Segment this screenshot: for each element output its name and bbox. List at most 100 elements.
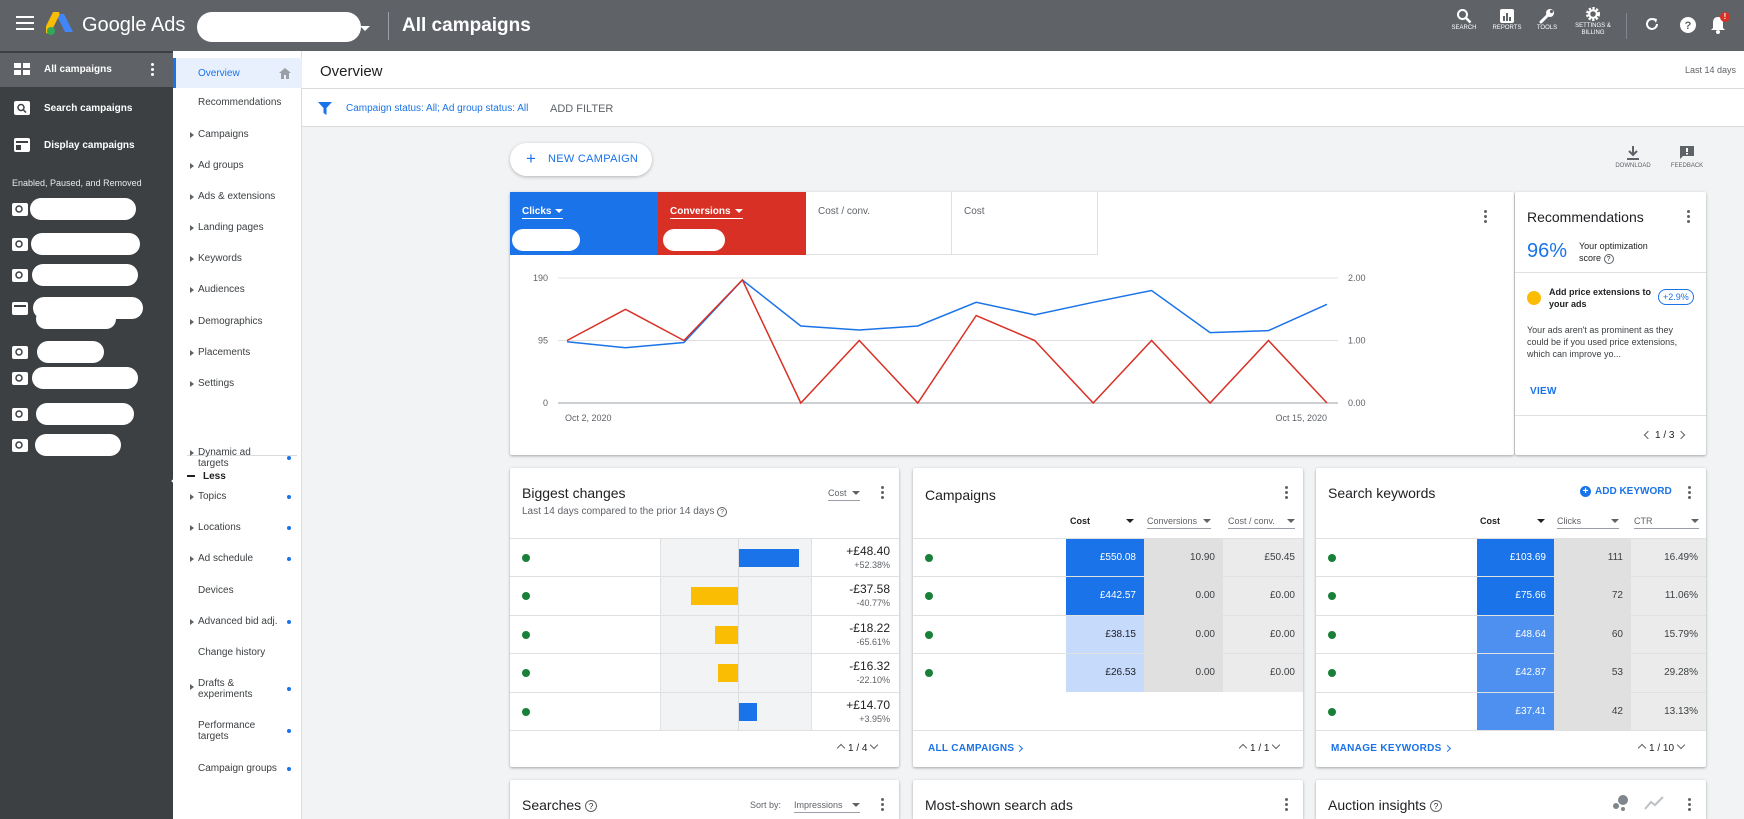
metric-selector[interactable]: Cost [828,488,860,501]
change-value: -£18.22 [849,620,890,635]
column-header-ctr[interactable]: CTR [1634,516,1699,529]
clicks-cell: 53 [1554,654,1631,693]
home-icon[interactable] [279,68,291,79]
prev-page-icon[interactable] [1643,430,1653,440]
table-row[interactable]: +£14.70 +3.95% [510,691,899,731]
table-row[interactable]: £42.87 53 29.28% [1316,653,1706,693]
table-row[interactable]: £550.08 10.90 £50.45 [913,538,1303,577]
filter-icon[interactable] [318,102,332,115]
sort-selector[interactable]: Impressions [794,800,860,813]
nav-all-campaigns[interactable]: All campaigns [0,53,173,87]
active-filters[interactable]: Campaign status: All; Ad group status: A… [346,103,529,114]
download-button[interactable]: DOWNLOAD [1611,146,1655,169]
table-row[interactable]: £48.64 60 15.79% [1316,614,1706,654]
nav-search-campaigns[interactable]: Search campaigns [0,91,173,125]
optimization-score: 96% [1527,240,1568,262]
reports-button[interactable]: REPORTS [1482,8,1532,32]
settings-billing-button[interactable]: SETTINGS & BILLING [1568,6,1618,37]
account-selector[interactable] [197,12,361,42]
table-row[interactable]: £37.41 42 13.13% [1316,691,1706,731]
help-icon[interactable]: ? [1679,16,1697,34]
help-icon[interactable]: ? [1603,254,1614,264]
more-options-icon[interactable] [1484,210,1488,225]
prev-page-icon[interactable] [1637,743,1647,753]
add-keyword-button[interactable]: + ADD KEYWORD [1580,486,1672,497]
nav-display-campaigns[interactable]: Display campaigns [0,128,173,162]
table-row[interactable]: £75.66 72 11.06% [1316,576,1706,616]
table-row[interactable]: -£37.58 -40.77% [510,576,899,616]
column-header-cost-per-conv[interactable]: Cost / conv. [1228,516,1295,529]
prev-page-icon[interactable] [1238,743,1248,753]
campaign-list-item[interactable] [12,297,182,331]
more-options-icon[interactable] [881,486,885,501]
more-options-icon[interactable] [1687,210,1691,225]
entity-name [540,547,615,569]
more-options-icon[interactable] [1688,486,1692,501]
help-icon[interactable]: ? [1429,800,1442,813]
table-row[interactable]: +£48.40 +52.38% [510,538,899,577]
new-campaign-button[interactable]: + NEW CAMPAIGN [510,143,652,176]
more-options-icon[interactable] [1285,798,1289,813]
metric-tile-cost[interactable]: Cost [952,192,1098,255]
nav-section-label: Enabled, Paused, and Removed [12,178,142,188]
prev-page-icon[interactable] [836,743,846,753]
next-page-icon[interactable] [1677,430,1686,440]
help-icon[interactable]: ? [585,800,598,813]
column-header-clicks[interactable]: Clicks [1557,516,1619,529]
metric-tile-cost-per-conv[interactable]: Cost / conv. [806,192,952,255]
refresh-icon[interactable] [1644,16,1660,32]
feedback-button[interactable]: FEEDBACK [1665,146,1709,169]
campaign-list-item[interactable] [12,403,182,425]
campaign-list-item[interactable] [12,367,182,389]
menu-icon[interactable] [16,16,34,34]
manage-keywords-link[interactable]: MANAGE KEYWORDS [1331,743,1451,754]
conv-cell: 10.90 [1144,539,1223,577]
campaign-list-item[interactable] [12,233,182,255]
campaign-list-item[interactable] [12,341,182,363]
change-percent: -65.61% [856,636,890,647]
bubble-chart-icon[interactable] [1610,794,1630,812]
more-options-icon[interactable] [1688,798,1692,813]
more-options-icon[interactable] [1285,486,1289,501]
metric-tile-conversions[interactable]: Conversions [658,192,806,255]
status-enabled-icon [1328,630,1336,639]
search-campaign-icon [12,269,28,282]
page-nav-overview[interactable]: Overview [173,58,302,88]
pagination: 1 / 3 [1643,430,1686,441]
campaign-list-item[interactable] [12,198,182,220]
status-enabled-icon [1328,592,1336,601]
next-page-icon[interactable] [1676,740,1686,750]
column-header-cost[interactable]: Cost [1070,516,1134,526]
trend-chart-icon[interactable] [1644,796,1664,810]
account-dropdown-icon[interactable] [360,26,370,31]
view-recommendation-button[interactable]: VIEW [1530,386,1557,397]
table-row[interactable]: £103.69 111 16.49% [1316,538,1706,577]
table-row[interactable]: £38.15 0.00 £0.00 [913,614,1303,654]
all-campaigns-link[interactable]: ALL CAMPAIGNS [928,743,1024,754]
help-icon[interactable]: ? [717,507,728,517]
column-header-conversions[interactable]: Conversions [1147,516,1211,529]
campaign-list-item[interactable] [12,264,182,286]
next-page-icon[interactable] [870,740,879,750]
status-enabled-icon [522,592,530,601]
search-tool-button[interactable]: SEARCH [1439,8,1489,32]
status-enabled-icon [925,554,933,562]
more-options-icon[interactable] [881,798,885,813]
metric-tile-clicks[interactable]: Clicks [510,192,658,255]
table-row[interactable]: £442.57 0.00 £0.00 [913,576,1303,616]
overview-header: Overview Last 14 days [302,51,1744,89]
next-page-icon[interactable] [1272,740,1281,750]
campaign-rows: £550.08 10.90 £50.45 £442.57 0.00 £0.00 £38.15… [913,538,1303,730]
table-row[interactable]: -£16.32 -22.10% [510,653,899,693]
search-icon [1457,9,1472,24]
score-uplift-badge: +2.9% [1658,289,1694,305]
tools-button[interactable]: TOOLS [1522,8,1572,32]
date-range[interactable]: Last 14 days [1684,65,1736,75]
column-header-cost[interactable]: Cost [1480,516,1545,526]
less-toggle[interactable]: Less [187,471,226,482]
table-row[interactable]: £26.53 0.00 £0.00 [913,653,1303,693]
table-row[interactable]: -£18.22 -65.61% [510,614,899,654]
add-filter-button[interactable]: ADD FILTER [550,103,614,115]
campaign-list-item[interactable] [12,434,182,456]
more-options-icon[interactable] [151,63,155,78]
